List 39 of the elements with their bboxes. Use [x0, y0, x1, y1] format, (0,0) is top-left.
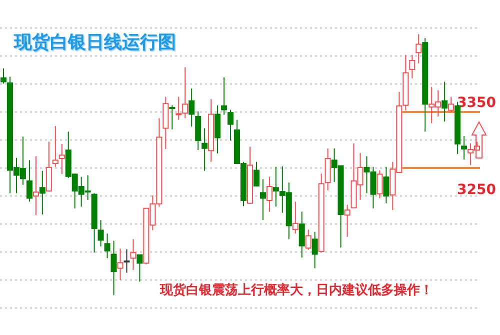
candlestick: [110, 240, 117, 296]
candlestick: [117, 248, 124, 280]
candlestick: [448, 96, 454, 112]
candlestick: [169, 104, 176, 130]
candlestick: [344, 204, 350, 238]
candlestick: [409, 54, 416, 79]
annotation: 现货白银震荡上行概率大，日内建议低多操作！: [160, 282, 433, 299]
candlestick: [188, 88, 195, 128]
candlestick: [136, 254, 143, 282]
ref-line-label: 3350: [457, 95, 496, 111]
chart-title: 现货白银日线运行图: [14, 31, 176, 54]
candlestick: [416, 34, 422, 64]
ref-line-label: 3250: [457, 182, 496, 198]
candlestick: [124, 248, 130, 274]
candlestick: [266, 176, 272, 212]
candlestick: [98, 220, 104, 247]
candlestick: [104, 233, 110, 259]
candlestick: [0, 68, 6, 84]
candlestick: [52, 126, 58, 168]
candlestick: [312, 231, 318, 269]
candlestick: [376, 170, 383, 199]
candlestick: [305, 229, 312, 250]
candlestick: [202, 128, 208, 172]
candlestick: [39, 170, 46, 215]
candlestick: [442, 81, 448, 122]
candlestick: [32, 156, 39, 216]
candlestick: [228, 109, 234, 142]
candlestick: [221, 76, 228, 116]
candlestick: [253, 161, 260, 187]
candlestick: [214, 104, 221, 154]
candlestick: [292, 201, 298, 234]
candlestick: [26, 160, 32, 202]
candlestick: [383, 166, 390, 204]
candlestick: [58, 143, 65, 175]
candlestick: [260, 178, 266, 221]
candlestick: [461, 136, 468, 160]
candlestick: [46, 141, 52, 192]
candlestick: [130, 238, 136, 270]
candlestick: [298, 211, 305, 258]
